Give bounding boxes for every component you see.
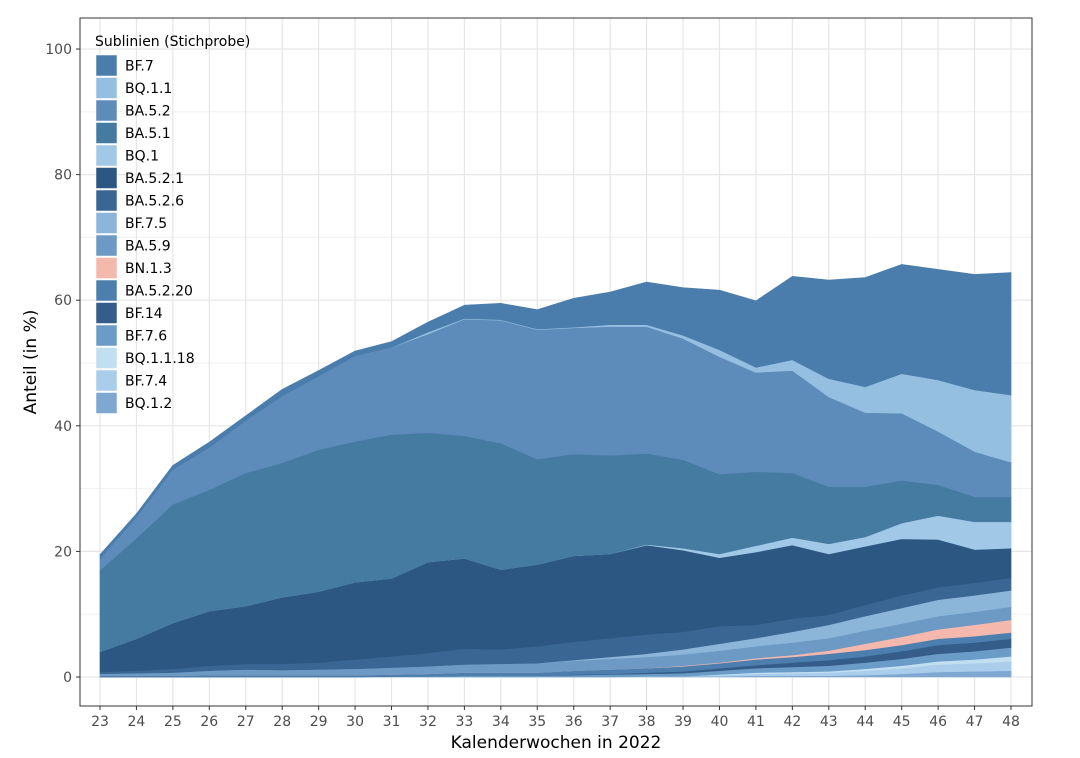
legend-label-ba-5-2-1: BA.5.2.1 xyxy=(125,171,184,187)
x-tick-label: 27 xyxy=(237,714,255,730)
legend-title: Sublinien (Stichprobe) xyxy=(95,34,250,50)
x-tick-label: 26 xyxy=(200,714,218,730)
x-tick-label: 32 xyxy=(419,714,437,730)
x-tick-label: 39 xyxy=(674,714,692,730)
area-bf-7 xyxy=(99,264,1012,560)
legend-label-bn-1-3: BN.1.3 xyxy=(125,261,172,277)
legend-label-ba-5-2: BA.5.2 xyxy=(125,104,171,120)
y-tick-label: 100 xyxy=(45,42,72,58)
y-axis-title: Anteil (in %) xyxy=(21,310,41,415)
x-tick-label: 34 xyxy=(492,714,510,730)
x-tick-label: 25 xyxy=(164,714,182,730)
y-tick-label: 0 xyxy=(63,670,72,686)
x-tick-label: 40 xyxy=(711,714,729,730)
x-axis-ticks: 23 24 25 26 27 28 29 30 31 32 33 34 35 36 37 38 39 40 41 42… xyxy=(91,706,1020,730)
legend-swatch-bf-7-6 xyxy=(95,324,118,347)
x-tick-label: 41 xyxy=(747,714,765,730)
legend-swatch-bf-7-5 xyxy=(95,212,118,234)
legend-label-bq-1-1-18: BQ.1.1.18 xyxy=(125,351,195,367)
x-tick-label: 29 xyxy=(310,714,328,730)
legend-label-ba-5-1: BA.5.1 xyxy=(125,126,171,142)
legend-swatch-bf-7-4 xyxy=(95,369,118,392)
x-tick-label: 47 xyxy=(966,714,984,730)
x-tick-label: 45 xyxy=(893,714,911,730)
y-tick-label: 60 xyxy=(54,293,72,309)
legend-swatch-bq-1 xyxy=(95,144,118,167)
legend-swatch-bf-7 xyxy=(95,54,118,77)
legend-label-ba-5-2-6: BA.5.2.6 xyxy=(125,194,184,210)
legend-swatch-ba-5-1 xyxy=(95,122,118,144)
legend-label-ba-5-9: BA.5.9 xyxy=(125,239,171,255)
legend-swatch-ba-5-2-1 xyxy=(95,167,118,189)
x-tick-label: 35 xyxy=(528,714,546,730)
legend-swatch-bq-1-1-18 xyxy=(95,347,118,369)
y-axis-ticks: 0 20 40 60 80 100 xyxy=(45,42,80,686)
x-tick-label: 46 xyxy=(929,714,947,730)
panel-border xyxy=(79,17,1033,707)
y-tick-label: 40 xyxy=(54,419,72,435)
legend-swatch-bq-1-1 xyxy=(95,77,118,99)
x-tick-label: 31 xyxy=(383,714,401,730)
x-axis-title: Kalenderwochen in 2022 xyxy=(451,733,662,753)
x-tick-label: 37 xyxy=(601,714,619,730)
legend-label-bf-7-6: BF.7.6 xyxy=(125,329,167,345)
legend-swatch-bn-1-3 xyxy=(95,257,118,279)
legend-label-bq-1-1: BQ.1.1 xyxy=(125,81,172,97)
x-tick-label: 43 xyxy=(820,714,838,730)
x-tick-label: 23 xyxy=(91,714,109,730)
legend-swatch-ba-5-2-20 xyxy=(95,279,118,302)
legend-label-bf-14: BF.14 xyxy=(125,306,163,322)
legend-label-ba-5-2-20: BA.5.2.20 xyxy=(125,284,193,300)
legend: Sublinien (Stichprobe) BF.7 BQ.1.1 BA.5.2 B… xyxy=(95,34,250,414)
legend-swatch-ba-5-2-6 xyxy=(95,189,118,212)
legend-swatch-ba-5-2 xyxy=(95,99,118,122)
x-tick-label: 42 xyxy=(783,714,801,730)
legend-swatch-bf-14 xyxy=(95,302,118,324)
x-tick-label: 33 xyxy=(455,714,473,730)
legend-label-bf-7: BF.7 xyxy=(125,59,154,75)
x-tick-label: 48 xyxy=(1002,714,1020,730)
y-tick-label: 80 xyxy=(54,168,72,184)
x-tick-label: 24 xyxy=(128,714,146,730)
x-tick-label: 44 xyxy=(856,714,874,730)
x-tick-label: 28 xyxy=(273,714,291,730)
legend-label-bq-1-2: BQ.1.2 xyxy=(125,396,172,412)
legend-swatch-bq-1-2 xyxy=(95,392,118,414)
legend-swatch-ba-5-9 xyxy=(95,234,118,257)
legend-label-bf-7-5: BF.7.5 xyxy=(125,216,167,232)
y-tick-label: 20 xyxy=(54,544,72,560)
x-tick-label: 38 xyxy=(638,714,656,730)
x-tick-label: 36 xyxy=(565,714,583,730)
x-tick-label: 30 xyxy=(346,714,364,730)
areas xyxy=(99,264,1012,678)
legend-label-bf-7-4: BF.7.4 xyxy=(125,374,167,390)
legend-label-bq-1: BQ.1 xyxy=(125,149,159,165)
